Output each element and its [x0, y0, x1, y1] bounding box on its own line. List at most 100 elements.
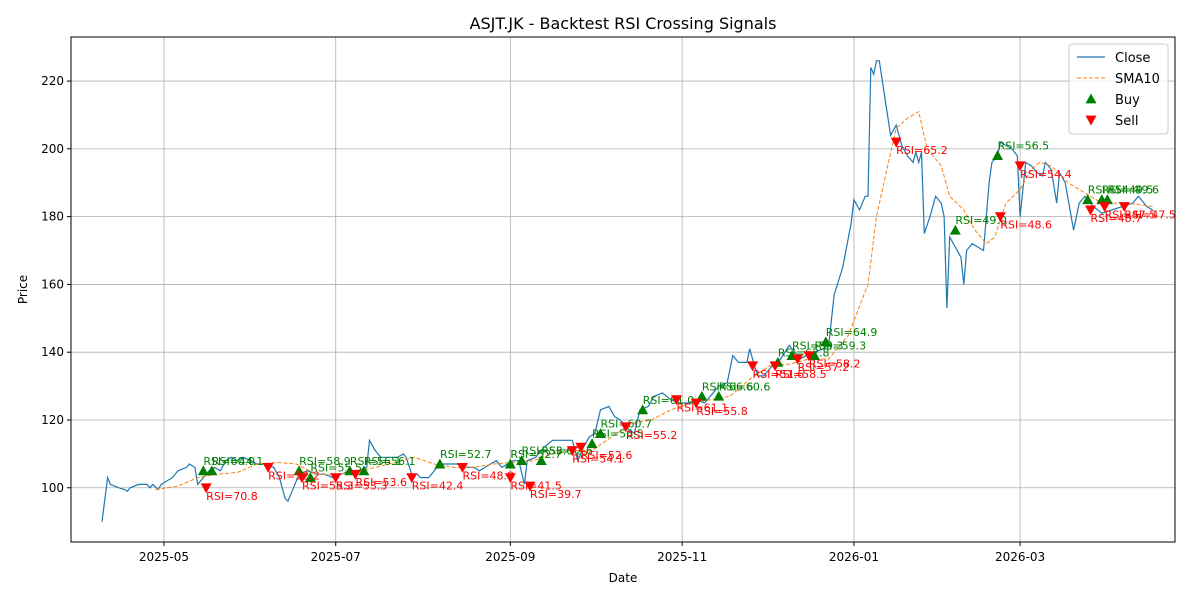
buy-signal-marker: [358, 465, 370, 476]
legend-close-label: Close: [1115, 51, 1150, 66]
y-tick-label: 140: [41, 345, 64, 359]
buy-signal-marker: [809, 350, 821, 360]
buy-signal-label: RSI=66.6: [702, 380, 754, 393]
plot-frame: [70, 36, 1176, 543]
sell-signal-marker: [504, 473, 516, 484]
buy-signal-marker: [504, 458, 516, 469]
y-tick-label: 220: [41, 74, 64, 88]
sell-signal-label: RSI=47.5: [1124, 208, 1176, 221]
buy-signal-marker: [696, 390, 708, 401]
buy-signal-label: RSI=49.0: [955, 214, 1007, 227]
buy-signal-label: RSI=56.1: [350, 455, 402, 468]
buy-signal-marker: [304, 472, 316, 483]
buy-signal-label: RSI=49.6: [1107, 184, 1159, 197]
buy-signal-label: RSI=53.6: [522, 445, 574, 458]
sell-signal-label: RSI=42.4: [412, 480, 464, 493]
buy-signal-marker: [820, 336, 832, 347]
sell-signal-label: RSI=54.1: [572, 452, 624, 465]
sell-signal-label: RSI=48.7: [1091, 212, 1143, 225]
sell-signal-marker: [456, 463, 468, 473]
y-tick-label: 200: [41, 142, 64, 156]
buy-signal-marker: [516, 455, 528, 466]
sell-signal-marker: [1014, 161, 1026, 172]
sell-signal-marker: [200, 483, 212, 494]
y-tick-label: 180: [41, 210, 64, 224]
buy-signal-marker: [586, 438, 598, 449]
x-tick-label: 2025-11: [657, 550, 707, 564]
buy-signal-label: RSI=56.1: [364, 455, 416, 468]
sell-signal-label: RSI=65.2: [896, 144, 948, 157]
buy-signal-marker: [1101, 194, 1113, 205]
y-axis-title: Price: [16, 275, 30, 304]
x-tick-label: 2025-07: [311, 550, 361, 564]
sell-signal-label: RSI=55.8: [696, 405, 748, 418]
sell-signal-marker: [1085, 205, 1097, 216]
legend: Close SMA10 Buy Sell: [1068, 43, 1169, 135]
sell-signal-marker: [1099, 202, 1111, 212]
sell-signal-label: RSI=53.6: [355, 476, 407, 489]
y-tick-label: 160: [41, 277, 64, 291]
sell-signal-marker: [524, 481, 536, 492]
sell-signal-label: RSI=52.2: [268, 469, 320, 482]
sell-signal-marker: [575, 442, 587, 453]
sell-signal-label: RSI=57.2: [798, 361, 850, 374]
x-tick-label: 2026-03: [995, 550, 1045, 564]
sell-signal-marker: [566, 446, 578, 456]
sell-signal-label: RSI=47.5: [1105, 208, 1157, 221]
sell-signal-marker: [890, 137, 902, 148]
sell-signal-label: RSI=39.7: [530, 488, 582, 501]
buy-signal-marker: [1082, 194, 1094, 205]
sell-signal-label: RSI=58.2: [809, 358, 861, 371]
sell-signal-label: RSI=48.8: [462, 469, 514, 482]
buy-signal-label: RSI=44.1: [212, 455, 264, 468]
sell-signal-marker: [769, 361, 781, 372]
x-tick-label: 2025-09: [485, 550, 535, 564]
sell-signal-marker: [994, 212, 1006, 223]
sell-signal-marker: [349, 469, 361, 480]
buy-signal-marker: [434, 458, 446, 469]
sell-signal-label: RSI=41.5: [510, 480, 562, 493]
buy-signal-marker: [293, 465, 305, 476]
buy-signal-label: RSI=56.5: [998, 140, 1050, 153]
legend-sma-label: SMA10: [1115, 72, 1160, 87]
y-tick-label: 100: [41, 481, 64, 495]
x-tick-label: 2025-05: [139, 550, 189, 564]
sell-signal-label: RSI=55.2: [626, 429, 678, 442]
sell-signal-marker: [406, 473, 418, 484]
sell-signal-marker: [803, 351, 815, 362]
buy-signal-marker: [637, 404, 649, 415]
sell-signal-label: RSI=52.6: [581, 449, 633, 462]
buy-signal-marker: [535, 455, 547, 466]
buy-signal-label: RSI=61.0: [643, 394, 695, 407]
sell-signal-marker: [747, 361, 759, 372]
sell-signal-label: RSI=58.5: [775, 368, 827, 381]
buy-signal-label: RSI=52.7: [510, 448, 562, 461]
sell-signal-label: RSI=61.1: [677, 402, 729, 415]
buy-signal-label: RSI=54.4: [1088, 184, 1140, 197]
buy-signal-label: RSI=60.0: [203, 455, 255, 468]
sell-signal-label: RSI=48.6: [1000, 219, 1052, 232]
sell-signal-marker: [262, 463, 274, 473]
sell-signal-marker: [296, 473, 308, 484]
buy-signal-marker: [197, 465, 209, 476]
x-axis-title: Date: [609, 571, 638, 585]
sell-signal-marker: [671, 395, 683, 406]
sell-signal-label: RSI=51.6: [753, 368, 805, 381]
buy-signal-label: RSI=59.3: [792, 340, 844, 353]
axes: 2025-05 2025-07 2025-09 2025-11 2026-01 2026-…: [41, 74, 1045, 564]
buy-signal-marker: [949, 224, 961, 235]
sell-signal-label: RSI=53.3: [336, 480, 388, 493]
legend-buy-label: Buy: [1115, 93, 1140, 108]
legend-sell-label: Sell: [1115, 114, 1138, 129]
sell-signal-label: RSI=54.4: [1020, 168, 1072, 181]
sell-signal-marker: [792, 354, 804, 365]
y-tick-label: 120: [41, 413, 64, 427]
chart-title: ASJT.JK - Backtest RSI Crossing Signals: [470, 14, 777, 33]
sell-signal-label: RSI=70.8: [206, 490, 258, 503]
buy-signal-marker: [206, 465, 218, 476]
x-tick-label: 2026-01: [829, 550, 879, 564]
